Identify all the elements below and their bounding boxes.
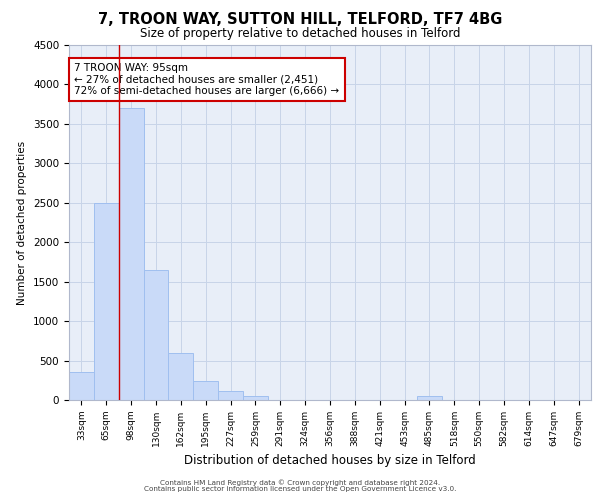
Text: Contains HM Land Registry data © Crown copyright and database right 2024.
Contai: Contains HM Land Registry data © Crown c… [144,479,456,492]
Bar [193,381,218,400]
Text: 7, TROON WAY, SUTTON HILL, TELFORD, TF7 4BG: 7, TROON WAY, SUTTON HILL, TELFORD, TF7 … [98,12,502,28]
Bar [94,203,119,400]
Text: 7 TROON WAY: 95sqm
← 27% of detached houses are smaller (2,451)
72% of semi-deta: 7 TROON WAY: 95sqm ← 27% of detached hou… [74,63,340,96]
Bar [119,108,143,400]
Bar [69,372,94,400]
Bar [169,354,193,400]
X-axis label: Distribution of detached houses by size in Telford: Distribution of detached houses by size … [184,454,476,468]
Bar [143,270,169,400]
Bar [243,396,268,400]
Bar [417,396,442,400]
Text: Size of property relative to detached houses in Telford: Size of property relative to detached ho… [140,28,460,40]
Bar [218,392,243,400]
Y-axis label: Number of detached properties: Number of detached properties [17,140,28,304]
